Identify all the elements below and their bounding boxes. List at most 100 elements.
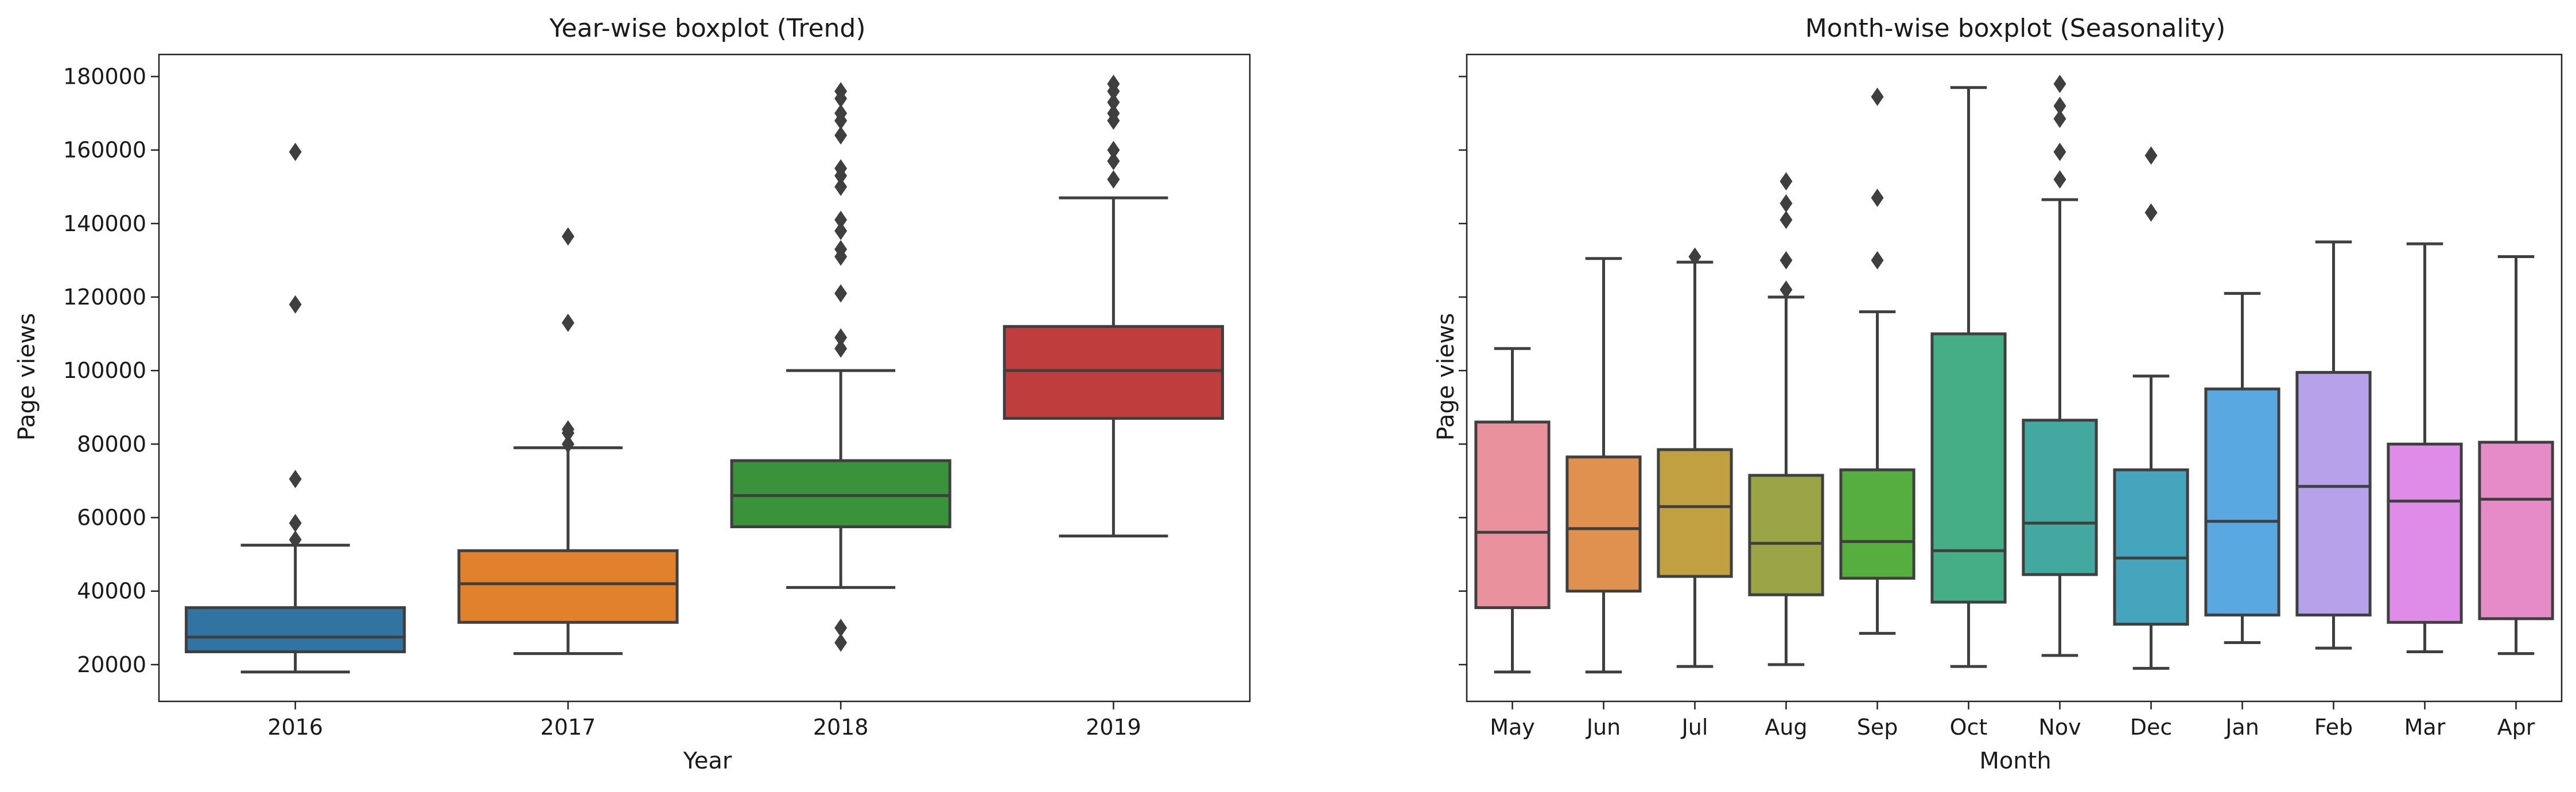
outlier-point — [289, 514, 302, 533]
year-x-tick-label: 2016 — [267, 715, 323, 740]
year-wise-panel: Year-wise boxplot (Trend) Year Page view… — [14, 14, 1251, 774]
outlier-point — [2053, 110, 2066, 128]
outlier-point — [289, 295, 302, 314]
year-y-tick-label: 140000 — [63, 211, 146, 236]
outlier-point — [1780, 210, 1793, 229]
outlier-point — [834, 159, 848, 178]
outlier-point — [1871, 188, 1884, 207]
iqr-box — [1565, 455, 1642, 593]
outlier-point — [561, 313, 574, 332]
month-x-tick-label: Jul — [1681, 715, 1708, 740]
outlier-point — [289, 142, 302, 161]
iqr-box — [1474, 420, 1551, 610]
month-x-tick-label: Jan — [2224, 715, 2259, 740]
iqr-box — [1930, 332, 2007, 604]
year-x-tick-label: 2018 — [813, 715, 869, 740]
month-x-tick-label: Apr — [2497, 715, 2535, 740]
outlier-point — [1780, 194, 1793, 213]
year-x-tick-label: 2017 — [541, 715, 596, 740]
outlier-point — [289, 530, 302, 549]
outlier-point — [834, 126, 848, 145]
year-box-2016 — [185, 142, 406, 674]
year-y-tick-label: 60000 — [77, 505, 146, 530]
year-y-tick-label: 100000 — [63, 358, 146, 383]
month-x-tick-label: Mar — [2404, 715, 2446, 740]
iqr-box — [1748, 474, 1824, 596]
iqr-box — [1657, 448, 1733, 578]
month-y-axis-label: Page views — [1433, 313, 1459, 441]
outlier-point — [1688, 247, 1701, 266]
month-x-tick-label: Nov — [2038, 715, 2081, 740]
month-box-Mar — [2387, 242, 2463, 653]
month-x-tick-label: Feb — [2314, 715, 2353, 740]
outlier-point — [289, 470, 302, 489]
outlier-point — [834, 618, 848, 637]
iqr-box — [2387, 442, 2463, 624]
outlier-point — [834, 221, 848, 240]
iqr-box — [1839, 468, 1916, 580]
month-box-Feb — [2295, 240, 2372, 650]
year-plot-area: 20000 40000 60000 80000 100000 120000 140000 16… — [63, 53, 1251, 740]
month-x-tick-label: May — [1490, 715, 1535, 740]
year-y-axis-label: Page views — [14, 313, 40, 441]
outlier-point — [1780, 280, 1793, 299]
month-plot-area: May Jun Jul Aug Sep Oct Nov Dec Jan Feb Mar Apr — [1459, 53, 2563, 740]
month-box-Jan — [2204, 292, 2280, 644]
outlier-point — [2053, 142, 2066, 161]
outlier-point — [1107, 75, 1120, 93]
outlier-point — [834, 328, 848, 347]
month-wise-panel: Month-wise boxplot (Seasonality) Month P… — [1433, 14, 2563, 774]
month-box-Jul — [1657, 247, 1733, 668]
iqr-box — [2022, 419, 2098, 576]
year-axes-frame — [158, 53, 1251, 703]
year-y-tick-label: 80000 — [77, 431, 146, 457]
year-box-2018 — [730, 82, 951, 652]
month-x-tick-label: Aug — [1765, 715, 1807, 740]
iqr-box — [1003, 325, 1224, 420]
outlier-point — [1107, 170, 1120, 189]
outlier-point — [1107, 104, 1120, 123]
year-y-tick-label: 180000 — [63, 64, 146, 89]
outlier-point — [834, 240, 848, 259]
outlier-point — [2053, 170, 2066, 189]
outlier-point — [2053, 96, 2066, 115]
outlier-point — [834, 210, 848, 229]
month-axes-frame — [1466, 53, 2563, 703]
month-box-May — [1474, 347, 1551, 674]
month-chart-title: Month-wise boxplot (Seasonality) — [1805, 14, 2226, 43]
month-box-Aug — [1748, 172, 1824, 666]
year-y-tick-label: 20000 — [77, 652, 146, 677]
month-x-tick-label: Sep — [1857, 715, 1898, 740]
year-y-tick-label: 120000 — [63, 284, 146, 310]
outlier-point — [1780, 172, 1793, 191]
year-box-2017 — [457, 227, 679, 656]
iqr-box — [2295, 370, 2372, 617]
outlier-point — [834, 339, 848, 358]
month-box-Sep — [1839, 87, 1916, 635]
month-x-axis-label: Month — [1979, 748, 2051, 774]
iqr-box — [2478, 440, 2554, 621]
outlier-point — [834, 82, 848, 101]
outlier-point — [2053, 75, 2066, 93]
outlier-point — [834, 177, 848, 196]
outlier-point — [834, 284, 848, 303]
outlier-point — [1780, 251, 1793, 270]
outlier-point — [1107, 141, 1120, 159]
month-box-Apr — [2478, 255, 2554, 656]
year-box-2019 — [1003, 75, 1224, 538]
outlier-point — [561, 420, 574, 439]
outlier-point — [1107, 93, 1120, 112]
outlier-point — [2144, 146, 2158, 165]
year-chart-title: Year-wise boxplot (Trend) — [549, 14, 865, 43]
month-box-Nov — [2022, 75, 2098, 657]
iqr-box — [2113, 468, 2189, 626]
outlier-point — [1871, 251, 1884, 270]
outlier-point — [561, 227, 574, 246]
month-x-tick-label: Dec — [2130, 715, 2173, 740]
month-x-tick-label: Oct — [1950, 715, 1988, 740]
outlier-point — [561, 435, 574, 454]
outlier-point — [834, 104, 848, 123]
year-y-tick-label: 40000 — [77, 579, 146, 604]
outlier-point — [834, 633, 848, 652]
